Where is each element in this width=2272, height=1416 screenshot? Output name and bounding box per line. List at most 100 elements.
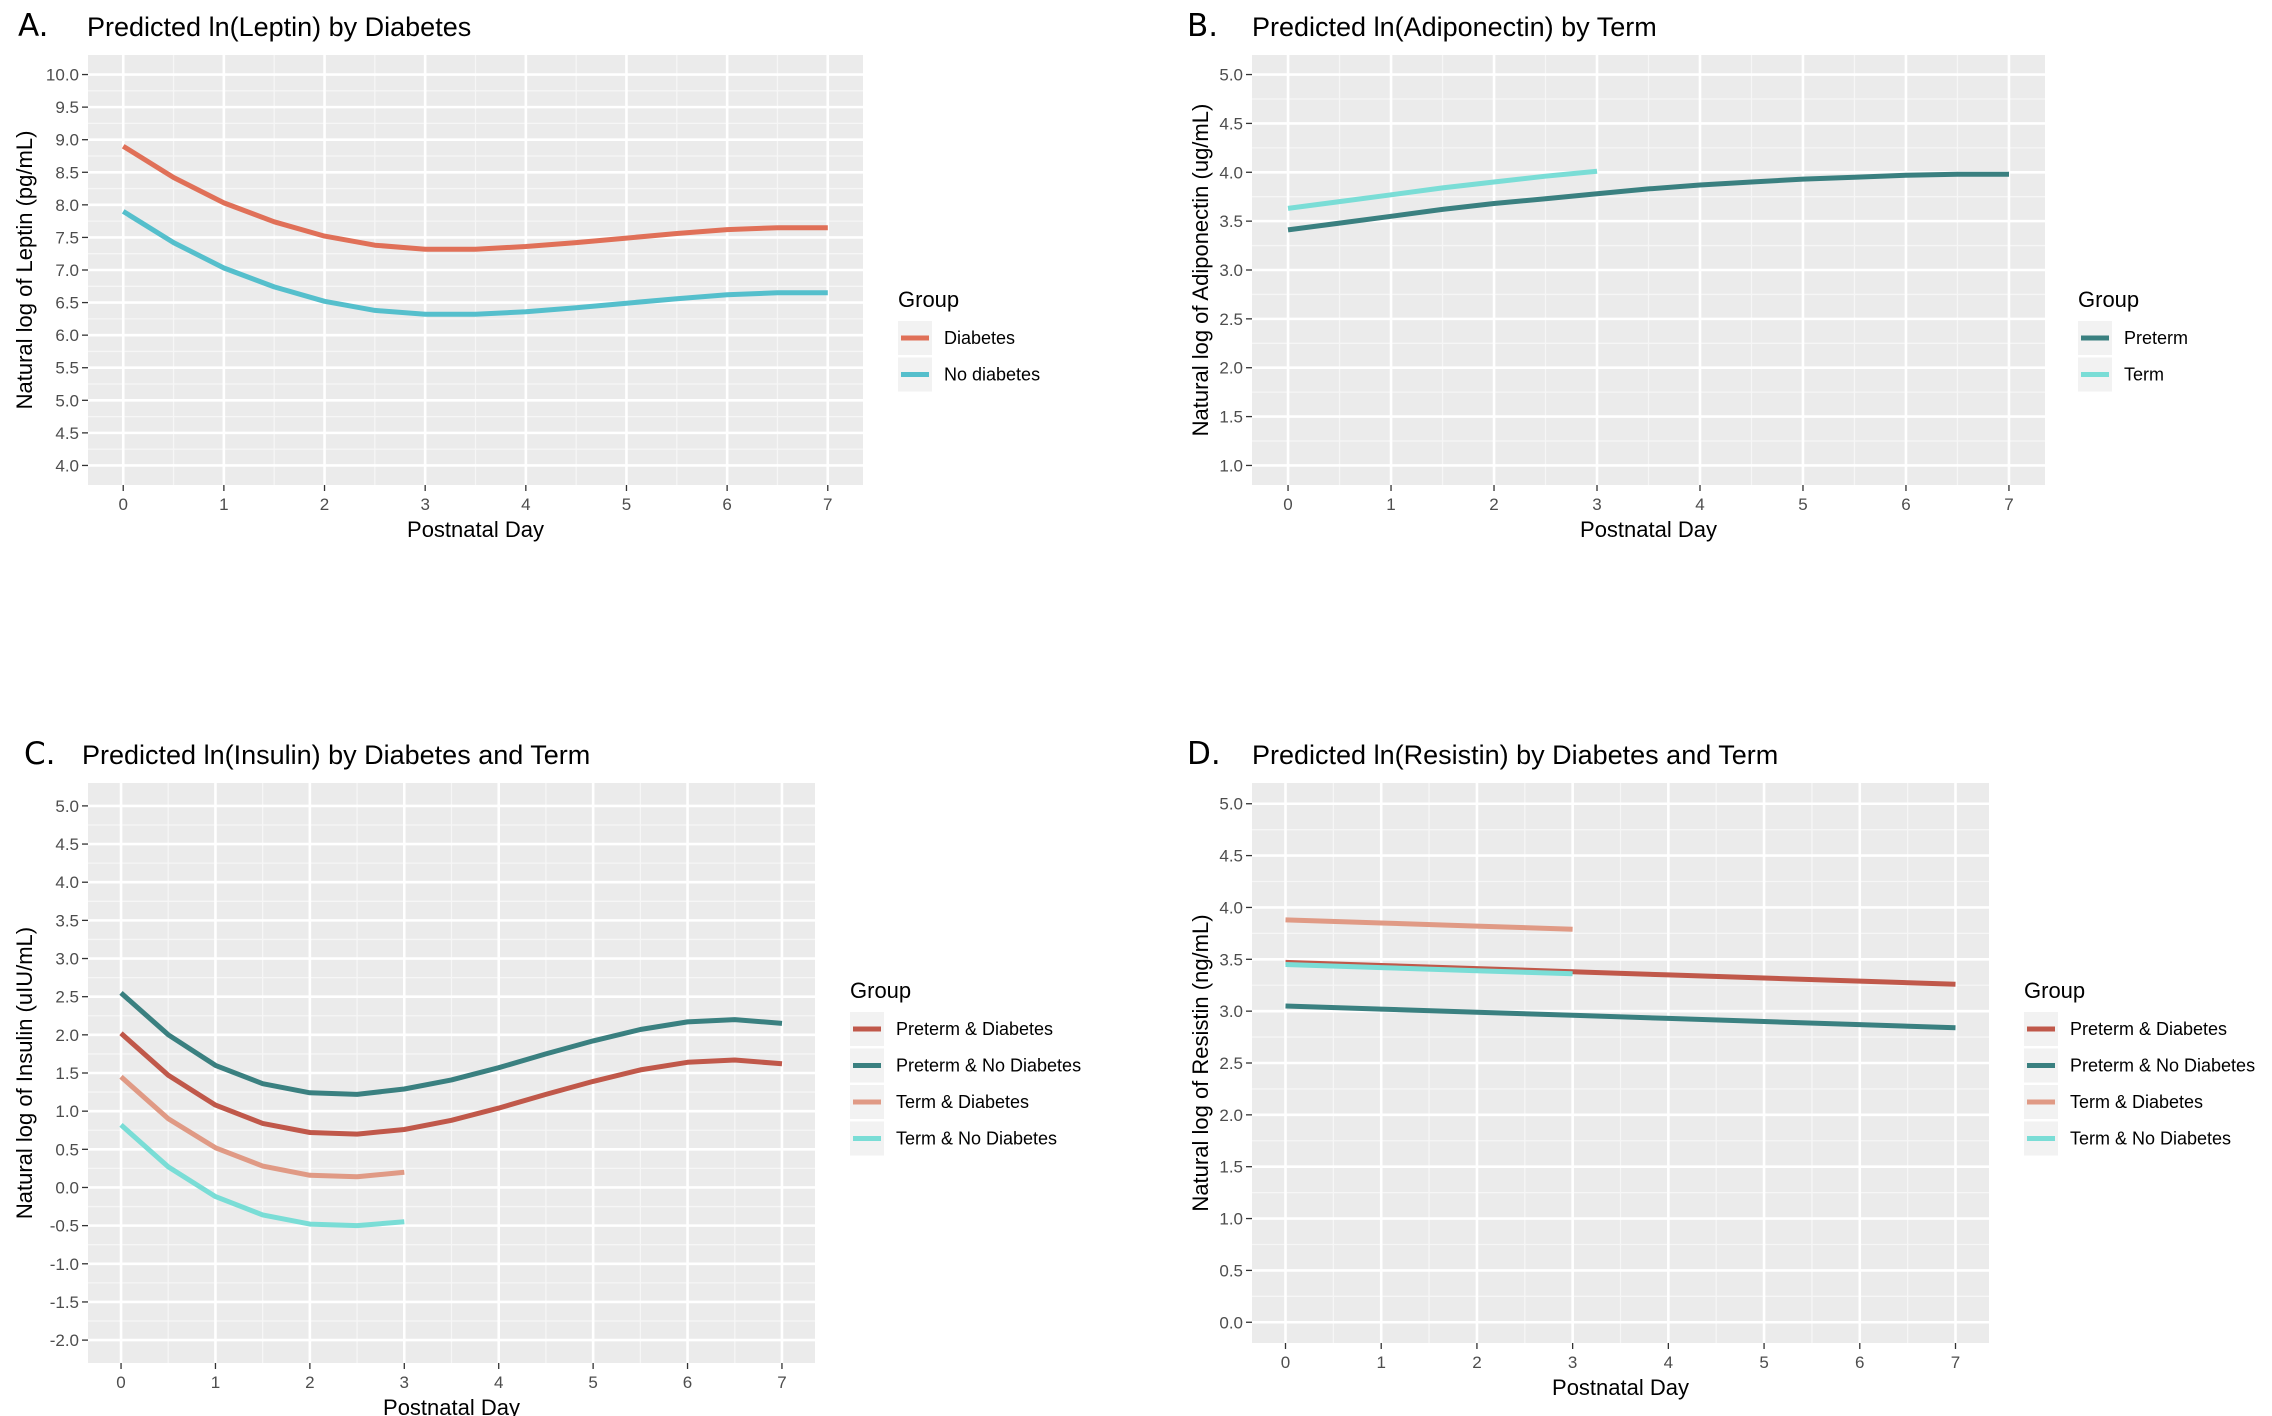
y-tick-label: 1.0	[55, 1102, 79, 1121]
x-tick-label: 3	[400, 1373, 409, 1392]
y-tick-label: -0.5	[50, 1217, 79, 1236]
x-tick-label: 6	[1901, 495, 1910, 514]
chart-title: Predicted ln(Adiponectin) by Term	[1252, 12, 1657, 42]
gridlines	[88, 783, 815, 1363]
x-tick-label: 6	[722, 495, 731, 514]
y-tick-label: 5.0	[1219, 66, 1243, 85]
y-tick-label: 4.0	[55, 456, 79, 475]
y-tick-label: 6.0	[55, 326, 79, 345]
x-tick-label: 1	[211, 1373, 220, 1392]
y-tick-label: 4.0	[1219, 898, 1243, 917]
series-line-preterm-and-diabetes	[119, 1031, 783, 1137]
x-tick-label: 2	[1472, 1353, 1481, 1372]
series-line-no-diabetes	[121, 209, 828, 317]
y-tick-label: 1.5	[1219, 1158, 1243, 1177]
y-tick-label: 7.0	[55, 261, 79, 280]
gridlines	[1252, 55, 2045, 485]
y-tick-label: 0.0	[1219, 1313, 1243, 1332]
legend-label-term-and-no-diabetes: Term & No Diabetes	[2070, 1129, 2231, 1149]
chart-title: Predicted ln(Resistin) by Diabetes and T…	[1252, 740, 1778, 770]
series-line-term-and-diabetes	[1285, 917, 1573, 932]
series-line-term-and-no-diabetes	[1285, 962, 1573, 977]
legend-label-preterm-and-diabetes: Preterm & Diabetes	[896, 1019, 1053, 1039]
series-line-preterm-and-no-diabetes	[119, 991, 783, 1097]
panel-letter: D.	[1187, 736, 1221, 772]
x-tick-label: 1	[1376, 1353, 1385, 1372]
x-tick-label: 0	[116, 1373, 125, 1392]
x-tick-label: 6	[683, 1373, 692, 1392]
y-tick-label: -2.0	[50, 1331, 79, 1350]
legend-label-preterm-and-no-diabetes: Preterm & No Diabetes	[896, 1056, 1081, 1076]
y-tick-label: 6.5	[55, 294, 79, 313]
legend-label-term-and-diabetes: Term & Diabetes	[2070, 1092, 2203, 1112]
series-line-term	[1287, 168, 1598, 211]
panel-c: C. Predicted ln(Insulin) by Diabetes and …	[12, 736, 1081, 1416]
legend-label-preterm: Preterm	[2124, 328, 2188, 348]
legend-title: Group	[898, 287, 959, 312]
y-tick-label: 0.5	[1219, 1261, 1243, 1280]
legend-label-term-and-no-diabetes: Term & No Diabetes	[896, 1129, 1057, 1149]
y-tick-label: 3.0	[1219, 1002, 1243, 1021]
x-tick-label: 4	[521, 495, 530, 514]
y-tick-label: 4.5	[1219, 847, 1243, 866]
y-tick-label: 2.0	[1219, 359, 1243, 378]
y-tick-label: 2.5	[55, 988, 79, 1007]
y-tick-label: 1.5	[55, 1064, 79, 1083]
y-tick-label: 2.0	[1219, 1106, 1243, 1125]
x-axis-label: Postnatal Day	[383, 1395, 520, 1416]
legend-label-diabetes: Diabetes	[944, 328, 1015, 348]
legend: Group Preterm Term	[2078, 287, 2188, 392]
gridlines	[1252, 783, 1989, 1343]
panel-letter: B.	[1187, 8, 1218, 44]
y-tick-label: 1.0	[1219, 1210, 1243, 1229]
panel-a: A. Predicted ln(Leptin) by Diabetes 0 1 2 3 4 5…	[12, 8, 1040, 542]
y-tick-label: 2.5	[1219, 310, 1243, 329]
y-tick-label: 7.5	[55, 228, 79, 247]
x-tick-label: 5	[1798, 495, 1807, 514]
x-tick-label: 5	[1759, 1353, 1768, 1372]
x-tick-label: 3	[1568, 1353, 1577, 1372]
series-line-term-and-diabetes	[119, 1074, 405, 1180]
y-tick-label: 3.5	[55, 911, 79, 930]
x-axis-label: Postnatal Day	[1580, 517, 1717, 542]
y-tick-label: 4.5	[55, 424, 79, 443]
y-tick-label: 3.5	[1219, 950, 1243, 969]
legend-label-preterm-and-no-diabetes: Preterm & No Diabetes	[2070, 1056, 2255, 1076]
x-tick-label: 7	[2004, 495, 2013, 514]
series-line-preterm	[1287, 171, 2009, 233]
panel-d: D. Predicted ln(Resistin) by Diabetes and…	[1187, 736, 2255, 1400]
x-tick-label: 1	[1386, 495, 1395, 514]
legend-label-no-diabetes: No diabetes	[944, 365, 1040, 385]
x-tick-label: 5	[622, 495, 631, 514]
y-axis-label: Natural log of Leptin (pg/mL)	[12, 131, 37, 410]
y-tick-label: 1.5	[1219, 408, 1243, 427]
x-tick-label: 7	[777, 1373, 786, 1392]
legend-label-term-and-diabetes: Term & Diabetes	[896, 1092, 1029, 1112]
legend: Group Preterm & Diabetes Preterm & No Diab…	[850, 978, 1081, 1156]
legend-title: Group	[850, 978, 911, 1003]
x-tick-label: 3	[420, 495, 429, 514]
y-tick-label: 0.0	[55, 1178, 79, 1197]
y-tick-label: 3.0	[55, 950, 79, 969]
x-tick-label: 0	[118, 495, 127, 514]
chart-title: Predicted ln(Insulin) by Diabetes and Te…	[82, 740, 590, 770]
y-tick-label: 4.5	[1219, 114, 1243, 133]
x-tick-label: 2	[1489, 495, 1498, 514]
panel-b: B. Predicted ln(Adiponectin) by Term 0 1 2 3 4…	[1187, 8, 2188, 542]
y-tick-label: 10.0	[46, 66, 79, 85]
y-tick-label: 2.5	[1219, 1054, 1243, 1073]
x-tick-label: 7	[823, 495, 832, 514]
y-axis-label: Natural log of Adiponectin (ug/mL)	[1188, 104, 1213, 437]
y-tick-label: 4.5	[55, 835, 79, 854]
y-tick-label: -1.0	[50, 1255, 79, 1274]
legend-label-preterm-and-diabetes: Preterm & Diabetes	[2070, 1019, 2227, 1039]
x-tick-label: 4	[1664, 1353, 1673, 1372]
panel-letter: C.	[24, 736, 56, 772]
y-tick-label: 2.0	[55, 1026, 79, 1045]
y-tick-label: 9.0	[55, 131, 79, 150]
y-tick-label: 4.0	[55, 873, 79, 892]
x-tick-label: 4	[1695, 495, 1704, 514]
legend-title: Group	[2024, 978, 2085, 1003]
y-tick-label: 5.0	[55, 797, 79, 816]
